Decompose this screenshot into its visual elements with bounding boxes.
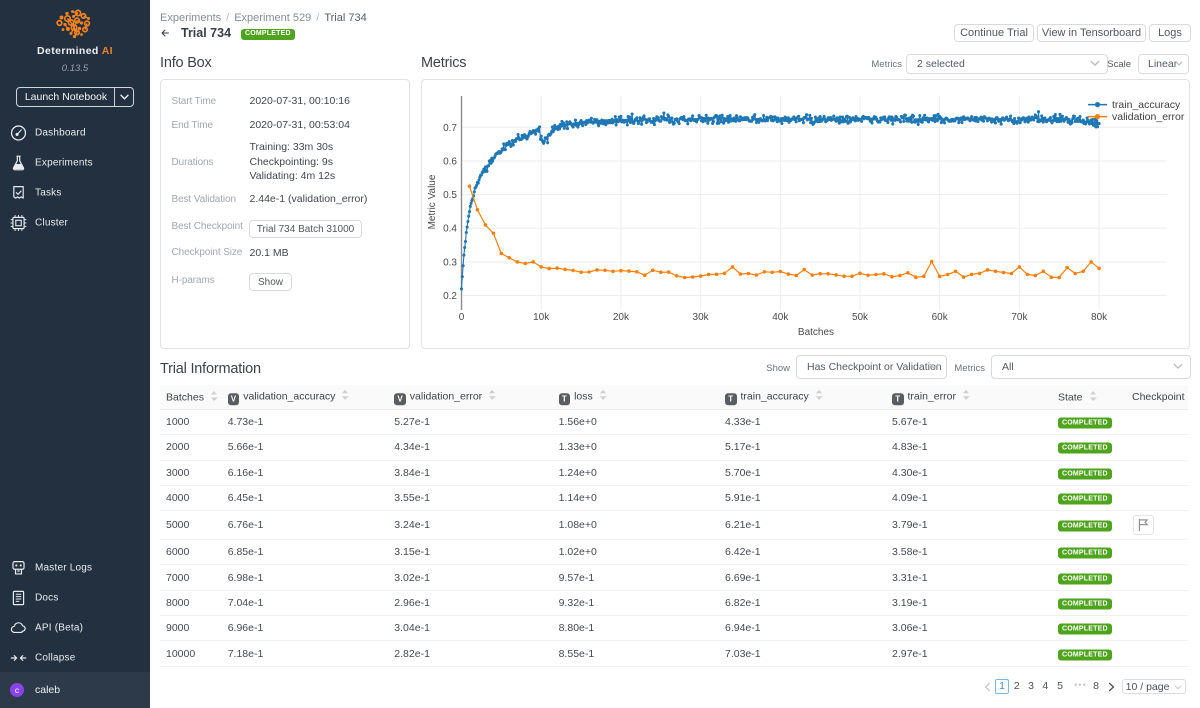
- svg-text:train_accuracy: train_accuracy: [1112, 99, 1181, 111]
- svg-text:40k: 40k: [772, 312, 789, 323]
- svg-text:0.3: 0.3: [443, 257, 457, 268]
- svg-text:0: 0: [459, 312, 465, 323]
- svg-text:80k: 80k: [1091, 312, 1108, 323]
- svg-text:0.2: 0.2: [443, 291, 457, 302]
- svg-text:50k: 50k: [852, 312, 869, 323]
- svg-text:0.4: 0.4: [443, 224, 457, 235]
- svg-text:validation_error: validation_error: [1112, 111, 1185, 123]
- svg-text:0.6: 0.6: [443, 157, 457, 168]
- svg-text:30k: 30k: [693, 312, 710, 323]
- svg-text:10k: 10k: [533, 312, 550, 323]
- svg-text:20k: 20k: [613, 312, 630, 323]
- svg-text:Metric Value: Metric Value: [427, 174, 438, 229]
- svg-text:70k: 70k: [1011, 312, 1028, 323]
- svg-text:Batches: Batches: [798, 327, 834, 338]
- svg-text:0.7: 0.7: [443, 123, 457, 134]
- svg-text:0.5: 0.5: [443, 190, 457, 201]
- svg-text:60k: 60k: [932, 312, 949, 323]
